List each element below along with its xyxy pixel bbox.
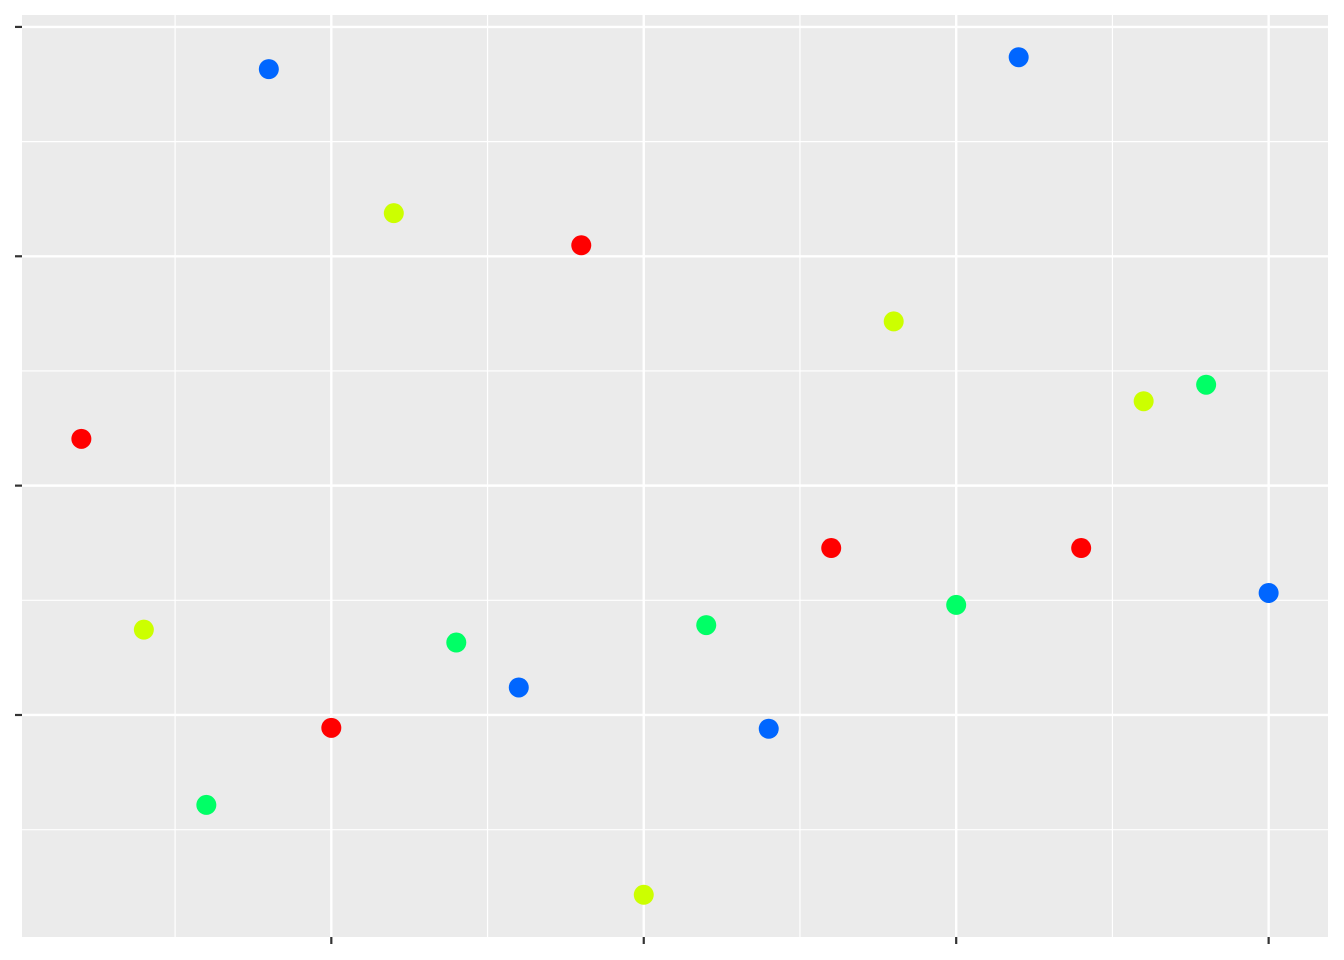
point (383, 203, 404, 224)
point (321, 717, 342, 738)
point (508, 677, 529, 698)
panel (22, 15, 1328, 937)
point (883, 311, 904, 332)
point (758, 718, 779, 739)
point (1196, 374, 1217, 395)
point (1008, 47, 1029, 68)
point (446, 632, 467, 653)
point (821, 538, 842, 559)
point (258, 59, 279, 80)
point (696, 615, 717, 636)
point (196, 794, 217, 815)
point (633, 884, 654, 905)
point (946, 594, 967, 615)
point (1071, 538, 1092, 559)
point (1133, 391, 1154, 412)
point (71, 428, 92, 449)
point (571, 235, 592, 256)
point (1258, 582, 1279, 603)
point (133, 619, 154, 640)
